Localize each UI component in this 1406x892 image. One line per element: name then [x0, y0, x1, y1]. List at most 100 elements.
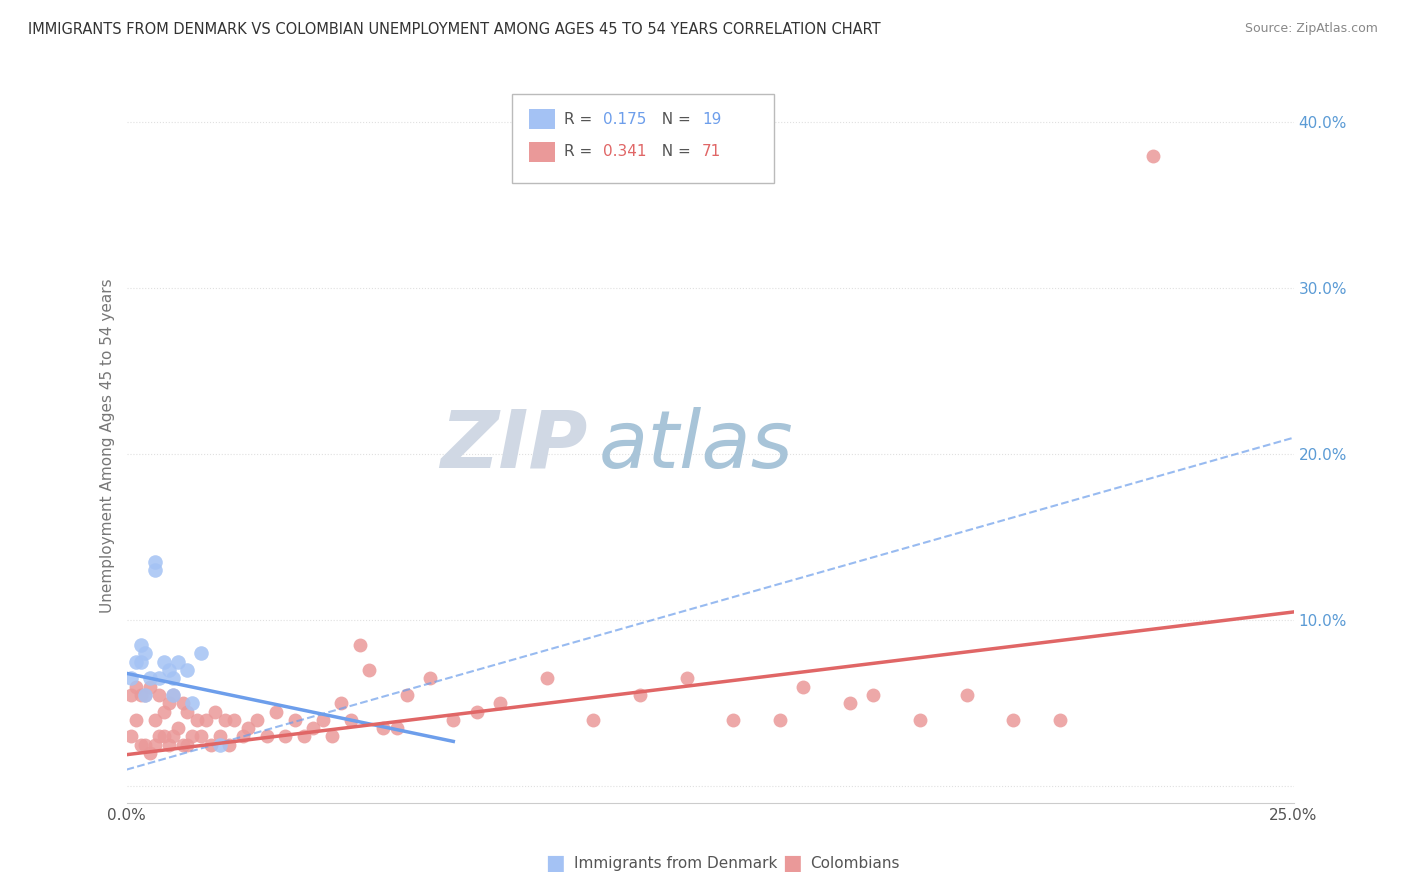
Point	[387, 721, 409, 735]
Point	[157, 738, 180, 752]
Point	[143, 713, 166, 727]
Text: R =: R =	[564, 112, 598, 127]
Point	[167, 721, 190, 735]
Point	[162, 730, 184, 744]
Point	[441, 713, 464, 727]
Point	[489, 696, 512, 710]
Point	[956, 688, 979, 702]
Point	[148, 688, 170, 702]
Text: atlas: atlas	[599, 407, 794, 485]
Point	[172, 696, 194, 710]
Point	[246, 713, 269, 727]
Point	[134, 688, 156, 702]
Point	[148, 671, 170, 685]
Point	[349, 638, 371, 652]
Point	[129, 688, 152, 702]
Text: 0.341: 0.341	[603, 145, 647, 160]
Point	[302, 721, 325, 735]
Point	[373, 721, 395, 735]
Text: 0.175: 0.175	[603, 112, 645, 127]
Point	[208, 730, 231, 744]
Point	[129, 738, 152, 752]
Text: ■: ■	[782, 854, 801, 873]
Point	[157, 696, 180, 710]
Point	[176, 663, 198, 677]
Y-axis label: Unemployment Among Ages 45 to 54 years: Unemployment Among Ages 45 to 54 years	[100, 278, 115, 614]
Point	[153, 705, 176, 719]
Point	[143, 564, 166, 578]
Point	[120, 671, 142, 685]
Point	[218, 738, 240, 752]
Point	[274, 730, 297, 744]
Text: ■: ■	[546, 854, 565, 873]
Point	[153, 730, 176, 744]
Point	[582, 713, 605, 727]
Point	[292, 730, 315, 744]
Point	[143, 738, 166, 752]
Point	[862, 688, 884, 702]
Point	[125, 655, 148, 669]
Text: N =: N =	[652, 112, 696, 127]
Point	[321, 730, 343, 744]
Text: Colombians: Colombians	[810, 856, 900, 871]
Point	[769, 713, 792, 727]
Bar	[529, 109, 555, 129]
Point	[153, 655, 176, 669]
Bar	[529, 142, 555, 162]
Point	[139, 671, 162, 685]
Point	[395, 688, 418, 702]
Point	[359, 663, 381, 677]
Text: R =: R =	[564, 145, 598, 160]
Point	[190, 647, 212, 661]
Point	[129, 638, 152, 652]
FancyBboxPatch shape	[512, 95, 775, 184]
Point	[180, 730, 202, 744]
Point	[172, 738, 194, 752]
Text: 19: 19	[702, 112, 721, 127]
Point	[148, 730, 170, 744]
Point	[339, 713, 361, 727]
Point	[284, 713, 307, 727]
Point	[120, 730, 142, 744]
Text: ZIP: ZIP	[440, 407, 588, 485]
Point	[176, 738, 198, 752]
Point	[628, 688, 651, 702]
Text: 71: 71	[702, 145, 721, 160]
Text: N =: N =	[652, 145, 696, 160]
Point	[908, 713, 931, 727]
Point	[120, 688, 142, 702]
Point	[125, 713, 148, 727]
Point	[214, 713, 236, 727]
Point	[419, 671, 441, 685]
Text: IMMIGRANTS FROM DENMARK VS COLOMBIAN UNEMPLOYMENT AMONG AGES 45 TO 54 YEARS CORR: IMMIGRANTS FROM DENMARK VS COLOMBIAN UNE…	[28, 22, 880, 37]
Point	[139, 680, 162, 694]
Point	[190, 730, 212, 744]
Point	[167, 655, 190, 669]
Point	[1142, 148, 1164, 162]
Point	[134, 647, 156, 661]
Point	[139, 746, 162, 760]
Point	[264, 705, 287, 719]
Point	[232, 730, 254, 744]
Text: Immigrants from Denmark: Immigrants from Denmark	[574, 856, 778, 871]
Point	[1002, 713, 1025, 727]
Point	[839, 696, 862, 710]
Point	[157, 663, 180, 677]
Point	[176, 705, 198, 719]
Point	[256, 730, 278, 744]
Point	[330, 696, 353, 710]
Point	[311, 713, 333, 727]
Point	[792, 680, 814, 694]
Point	[204, 705, 226, 719]
Point	[125, 680, 148, 694]
Point	[675, 671, 697, 685]
Point	[143, 555, 166, 569]
Text: Source: ZipAtlas.com: Source: ZipAtlas.com	[1244, 22, 1378, 36]
Point	[536, 671, 558, 685]
Point	[129, 655, 152, 669]
Point	[134, 688, 156, 702]
Point	[194, 713, 217, 727]
Point	[162, 688, 184, 702]
Point	[208, 738, 231, 752]
Point	[465, 705, 488, 719]
